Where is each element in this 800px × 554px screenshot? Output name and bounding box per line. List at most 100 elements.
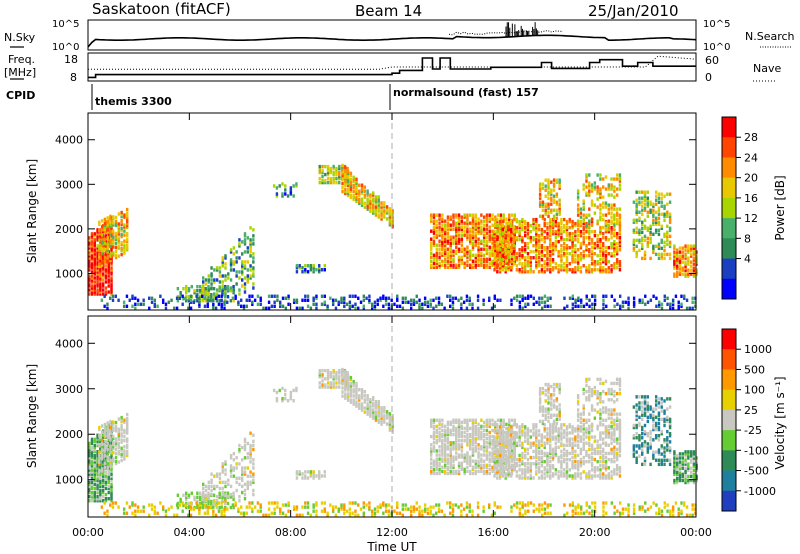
power-cell (315, 296, 318, 300)
power-cell (426, 304, 430, 308)
power-cell (341, 181, 344, 186)
power-cell (673, 272, 676, 276)
velocity-cell (477, 453, 480, 457)
power-cell (488, 298, 491, 302)
power-cell (488, 261, 491, 265)
power-cell (432, 306, 435, 310)
velocity-cell (358, 406, 361, 410)
power-cell (446, 235, 450, 239)
power-cell (663, 234, 666, 239)
velocity-cell (104, 497, 108, 501)
power-cell (96, 256, 99, 260)
power-cell (237, 300, 240, 304)
power-cell (491, 229, 494, 233)
power-cell (652, 248, 655, 253)
velocity-cell (107, 470, 110, 474)
velocity-cell (196, 495, 199, 500)
velocity-cell (377, 414, 380, 418)
power-cell (103, 237, 107, 242)
power-cell (579, 300, 583, 304)
velocity-cell (463, 467, 466, 472)
freq-panel (87, 52, 697, 82)
velocity-cell (380, 420, 383, 424)
velocity-cell (363, 410, 367, 414)
power-cell (576, 260, 580, 264)
power-x-ticks (87, 113, 697, 310)
power-cell (535, 260, 538, 264)
power-cell (326, 306, 329, 310)
velocity-cell (449, 428, 452, 433)
velocity-cell (498, 472, 502, 476)
power-cell (618, 306, 622, 310)
power-cell (457, 239, 461, 243)
velocity-cell (103, 433, 107, 437)
power-cell (685, 306, 689, 310)
power-cell (109, 240, 112, 245)
power-cell (615, 213, 619, 217)
velocity-cell (117, 435, 121, 440)
y-tick-label: 4000 (55, 134, 83, 147)
velocity-cell (207, 491, 210, 495)
power-cell (391, 219, 394, 223)
velocity-cell (338, 379, 341, 383)
power-cell (457, 241, 461, 245)
power-cell (585, 213, 588, 217)
power-cell (543, 266, 546, 270)
power-cell (323, 302, 326, 306)
power-cell (326, 164, 330, 169)
power-cell (521, 266, 524, 270)
velocity-cell (198, 491, 202, 495)
power-cell (391, 221, 394, 225)
velocity-cell (114, 420, 118, 425)
power-cell (468, 302, 471, 306)
power-cell (432, 219, 436, 223)
freq-tick-high: 18 (64, 53, 78, 66)
power-cell (657, 252, 661, 257)
velocity-cell (521, 461, 524, 466)
velocity-cell (482, 441, 486, 445)
power-cell (229, 286, 233, 290)
power-cell (646, 240, 649, 245)
power-cell (641, 244, 644, 249)
velocity-cell (435, 430, 438, 435)
power-cell (588, 181, 591, 185)
power-cell (352, 183, 355, 188)
power-cell (463, 221, 466, 225)
power-cell (599, 237, 602, 242)
velocity-cell (221, 466, 224, 470)
power-cell (380, 217, 383, 221)
power-cell (469, 221, 472, 225)
power-cell (377, 195, 380, 199)
velocity-cell (443, 434, 447, 439)
velocity-cell (510, 469, 514, 474)
power-cell (695, 258, 698, 262)
power-cell (574, 237, 577, 242)
power-cell (96, 282, 99, 286)
power-cell (512, 235, 516, 240)
velocity-cell (460, 461, 464, 465)
power-cell (521, 245, 524, 250)
velocity-cell (537, 476, 541, 480)
power-cell (443, 239, 447, 243)
power-cell (508, 259, 511, 263)
power-cell (229, 248, 233, 252)
power-cell (660, 240, 663, 245)
velocity-cell (443, 424, 447, 429)
velocity-cell (252, 472, 255, 476)
velocity-cell (477, 469, 480, 474)
velocity-cell (346, 371, 349, 375)
velocity-cell (349, 382, 353, 386)
power-cell (346, 173, 350, 178)
velocity-cell (246, 474, 249, 478)
power-cell (98, 222, 101, 226)
date-title: 25/Jan/2010 (588, 2, 679, 20)
power-cell (96, 238, 99, 242)
power-cell (466, 245, 469, 249)
power-cell (671, 300, 675, 304)
power-cell (123, 245, 126, 249)
power-cell (435, 223, 438, 227)
power-cell (549, 254, 552, 258)
power-cell (585, 175, 588, 179)
power-cell (249, 276, 252, 280)
velocity-cell (278, 388, 281, 393)
